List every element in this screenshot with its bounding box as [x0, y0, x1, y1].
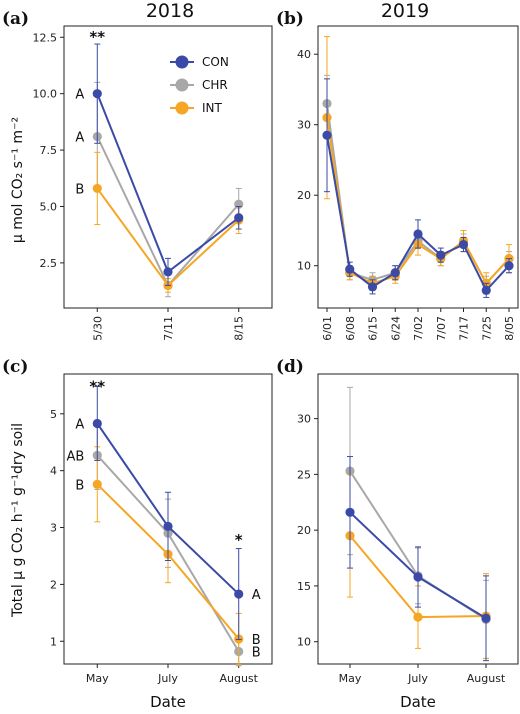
panel-d-ytick-label: 25	[297, 468, 311, 481]
panel-b-con-point	[413, 229, 423, 239]
panel-c-significance-letter: B	[252, 645, 261, 660]
panel-d-ytick-label: 10	[297, 636, 311, 649]
panel-a-significance-letter: B	[75, 182, 84, 197]
panel-c-significance-letter: A	[252, 588, 261, 603]
panel-a-significance-stars: **	[89, 28, 105, 46]
panel-c-con-point	[234, 589, 244, 599]
panel-b-xtick-label: 7/02	[412, 316, 425, 341]
legend-con-marker	[175, 55, 189, 69]
panel-c-con-point	[92, 418, 102, 429]
panel-b-ytick-label: 30	[297, 119, 311, 132]
panel-a-ytick-label: 5.0	[40, 200, 58, 213]
panel-d-con-point	[413, 572, 423, 582]
panel-b-chr-line	[326, 103, 510, 286]
panel-b-ytick-label: 20	[297, 189, 311, 202]
legend-int-marker	[175, 101, 189, 115]
panel-b-con-point	[458, 239, 469, 250]
panel-b-int-line	[326, 117, 510, 286]
panel-b-xtick-label: 7/25	[480, 316, 493, 341]
legend-con-label: CON	[202, 55, 229, 69]
panel-b-con-point	[436, 250, 446, 260]
panel-c-significance-letter: B	[252, 633, 261, 648]
x-axis-title-right: Date	[400, 693, 436, 711]
panel-c-con-point	[163, 521, 173, 531]
panel-b-con-point	[504, 261, 514, 271]
panel-b-con-point	[322, 130, 332, 140]
panel-d-xtick-label: May	[339, 672, 362, 685]
panel-c-significance-stars: *	[235, 531, 243, 549]
panel-d-ytick-label: 30	[297, 413, 311, 426]
panel-c-ytick-label: 1	[50, 635, 57, 648]
panel-a-ytick-label: 12.5	[33, 31, 58, 44]
panel-b-con-point	[481, 285, 491, 295]
panel-c-letter: (c)	[2, 357, 28, 377]
panel-a-xtick-label: 5/30	[91, 316, 104, 341]
panel-d-ytick-label: 20	[297, 524, 311, 537]
panel-c-xtick-label: July	[157, 672, 178, 685]
y-axis-title-top: μ mol CO₂ s⁻¹ m⁻²	[10, 117, 26, 243]
legend-int-label: INT	[202, 101, 223, 115]
panel-b-con-point	[367, 282, 378, 292]
panel-b-ytick-label: 10	[297, 260, 311, 273]
panel-b-xtick-label: 8/05	[503, 316, 516, 341]
panel-b-con-line	[326, 135, 510, 293]
panel-d-ytick-label: 15	[297, 580, 311, 593]
panel-c-significance-letter: B	[75, 478, 84, 493]
panel-a-ytick-label: 7.5	[40, 144, 58, 157]
panel-a-con-point	[234, 213, 244, 223]
panel-b-con-point	[390, 268, 400, 278]
panel-b-xtick-label: 6/01	[321, 316, 334, 341]
panel-c-xtick-label: August	[219, 672, 258, 685]
panel-c-significance-stars: **	[89, 378, 105, 396]
panel-c-ytick-label: 2	[50, 578, 57, 591]
panel-a-significance-letter: A	[75, 131, 84, 146]
panel-b-letter: (b)	[276, 9, 304, 29]
panel-a-ytick-label: 10.0	[33, 88, 58, 101]
panel-a-ytick-label: 2.5	[40, 257, 58, 270]
panel-a-chart: 2.5 5.0 7.5 10.0 12.5 5/30 7/11 8/15 ** A A B CON CHR…	[33, 25, 273, 341]
panel-c-ytick-label: 4	[50, 465, 57, 478]
panel-b-xtick-label: 6/24	[389, 316, 402, 341]
panel-c-ytick-label: 3	[50, 522, 57, 535]
panel-d-xtick-label: August	[467, 672, 506, 685]
panel-a-con-point	[92, 89, 102, 99]
legend-chr-marker	[175, 78, 189, 92]
panel-d-xtick-label: July	[407, 672, 428, 685]
legend-chr-label: CHR	[202, 78, 228, 92]
panel-c-int-point	[92, 479, 102, 489]
panel-b-xtick-label: 6/15	[367, 316, 380, 341]
panel-a-xtick-label: 7/11	[162, 316, 175, 341]
panel-d-con-point	[345, 507, 355, 517]
panel-b-ytick-label: 40	[297, 48, 311, 61]
panel-d-con-point	[481, 613, 491, 623]
panel-b-chart: 10 20 30 40 6/01 6/08 6/15 6/24 7/02 7/07 7/17 7/25…	[297, 25, 519, 341]
panel-d-int-point	[413, 612, 423, 622]
panel-d-chart: 10 15 20 25 30 May July August	[297, 373, 519, 685]
panel-b-xtick-label: 6/08	[344, 316, 357, 341]
panel-c-xtick-label: May	[86, 672, 109, 685]
panel-b-xtick-label: 7/17	[458, 316, 471, 341]
panel-b-year-title: 2019	[381, 0, 429, 22]
panel-c-significance-letter: A	[75, 417, 84, 432]
panel-a-year-title: 2018	[146, 0, 194, 22]
panel-a-int-point	[92, 183, 102, 194]
panel-a-con-point	[163, 267, 173, 277]
panel-c-ytick-label: 5	[50, 408, 57, 421]
panel-a-xtick-label: 8/15	[233, 316, 246, 341]
panel-b-xtick-label: 7/07	[435, 316, 448, 341]
x-axis-title-left: Date	[150, 693, 186, 711]
panel-a-letter: (a)	[2, 9, 29, 29]
panel-b-con-point	[345, 264, 355, 274]
panel-c-significance-letter: AB	[66, 449, 84, 464]
panel-a-significance-letter: A	[75, 88, 84, 103]
panel-d-letter: (d)	[276, 357, 304, 377]
y-axis-title-bottom: Total μ g CO₂ h⁻¹ g⁻¹dry soil	[10, 423, 26, 618]
